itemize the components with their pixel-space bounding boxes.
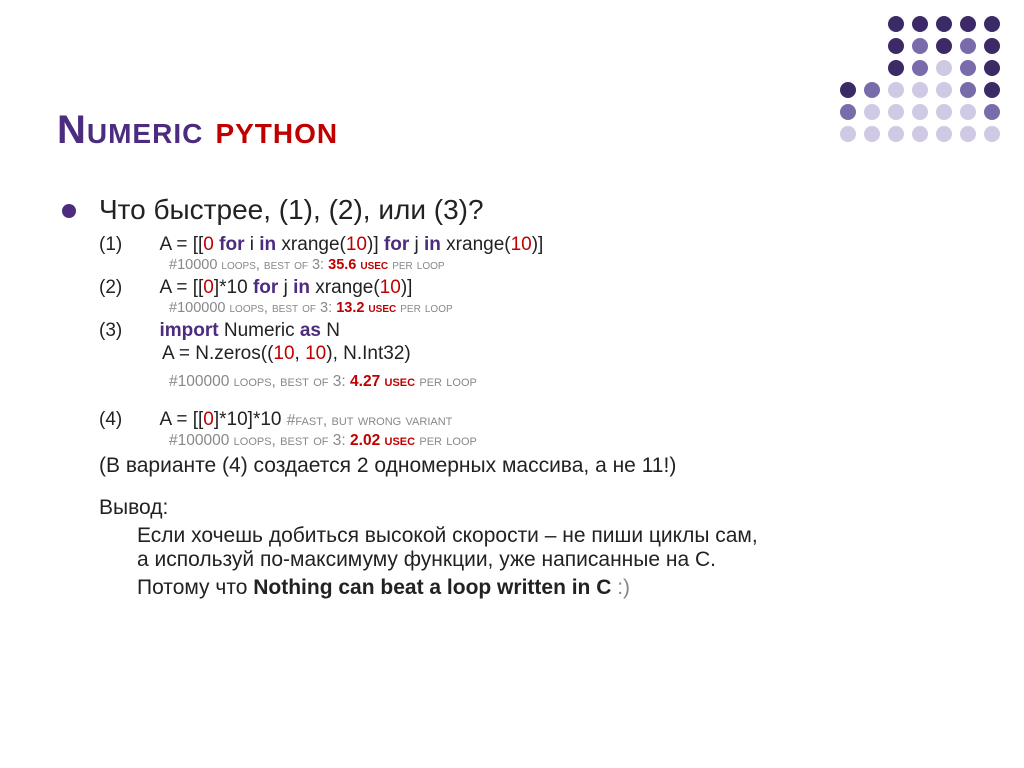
- code-line: A = [[0]*10]*10 #fast, but wrong variant: [159, 409, 452, 430]
- decor-dot: [840, 82, 856, 98]
- decor-dot: [912, 16, 928, 32]
- timing-4: #100000 loops, best of 3: 2.02 usec per …: [169, 432, 959, 450]
- decor-dot: [912, 82, 928, 98]
- body-content: (1) A = [[0 for i in xrange(10)] for j i…: [99, 234, 959, 600]
- bullet-icon: [62, 204, 76, 218]
- corner-decor: [840, 16, 1000, 148]
- item-number: (3): [99, 320, 155, 342]
- decor-dot: [960, 104, 976, 120]
- timing-2: #100000 loops, best of 3: 13.2 usec per …: [169, 300, 959, 316]
- item-number: (1): [99, 234, 155, 256]
- decor-dot: [912, 104, 928, 120]
- decor-dot: [984, 38, 1000, 54]
- variant-3: (3) import Numeric as N: [99, 320, 959, 342]
- conclusion-heading: Вывод:: [99, 496, 959, 520]
- decor-dot: [960, 126, 976, 142]
- decor-dot: [960, 82, 976, 98]
- item-number: (4): [99, 409, 155, 431]
- note-text: (В варианте (4) создается 2 одномерных м…: [99, 454, 959, 478]
- decor-dot: [984, 104, 1000, 120]
- decor-dot: [840, 126, 856, 142]
- conclusion-line2: а используй по-максимуму функции, уже на…: [137, 548, 959, 572]
- decor-dot: [864, 104, 880, 120]
- decor-dot: [936, 38, 952, 54]
- decor-dot: [960, 38, 976, 54]
- decor-dot: [888, 82, 904, 98]
- decor-dot: [912, 60, 928, 76]
- decor-dot: [936, 16, 952, 32]
- decor-dot: [936, 126, 952, 142]
- decor-dot: [840, 104, 856, 120]
- decor-dot: [984, 82, 1000, 98]
- slide: Numeric python Что быстрее, (1), (2), ил…: [0, 0, 1024, 768]
- timing-1: #10000 loops, best of 3: 35.6 usec per l…: [169, 257, 959, 273]
- item-number: (2): [99, 277, 155, 299]
- conclusion-line1: Если хочешь добиться высокой скорости – …: [137, 524, 959, 548]
- decor-dot: [984, 16, 1000, 32]
- decor-dot: [984, 60, 1000, 76]
- decor-dot: [984, 126, 1000, 142]
- variant-1: (1) A = [[0 for i in xrange(10)] for j i…: [99, 234, 959, 256]
- decor-dot: [936, 82, 952, 98]
- conclusion-line3: Потому что Nothing can beat a loop writt…: [137, 576, 959, 600]
- code-line: A = [[0 for i in xrange(10)] for j in xr…: [159, 234, 543, 255]
- slide-title: Numeric python: [57, 108, 338, 153]
- decor-dot: [864, 126, 880, 142]
- decor-dot: [960, 16, 976, 32]
- decor-dot: [888, 38, 904, 54]
- decor-dot: [888, 16, 904, 32]
- timing-3: #100000 loops, best of 3: 4.27 usec per …: [169, 373, 959, 391]
- decor-dot: [960, 60, 976, 76]
- decor-dot: [888, 60, 904, 76]
- decor-dot: [912, 38, 928, 54]
- decor-dot: [864, 82, 880, 98]
- title-part2: python: [215, 108, 338, 152]
- decor-dot: [936, 60, 952, 76]
- variant-4: (4) A = [[0]*10]*10 #fast, but wrong var…: [99, 409, 959, 431]
- decor-dot: [936, 104, 952, 120]
- decor-dot: [888, 104, 904, 120]
- title-part1: Numeric: [57, 108, 215, 152]
- variant-2: (2) A = [[0]*10 for j in xrange(10)]: [99, 277, 959, 299]
- code-line: import Numeric as N: [159, 320, 340, 341]
- question-text: Что быстрее, (1), (2), или (3)?: [99, 194, 484, 226]
- decor-dot: [888, 126, 904, 142]
- code-line: A = [[0]*10 for j in xrange(10)]: [159, 277, 412, 298]
- decor-dot: [912, 126, 928, 142]
- code-line-2: A = N.zeros((10, 10), N.Int32): [162, 343, 959, 365]
